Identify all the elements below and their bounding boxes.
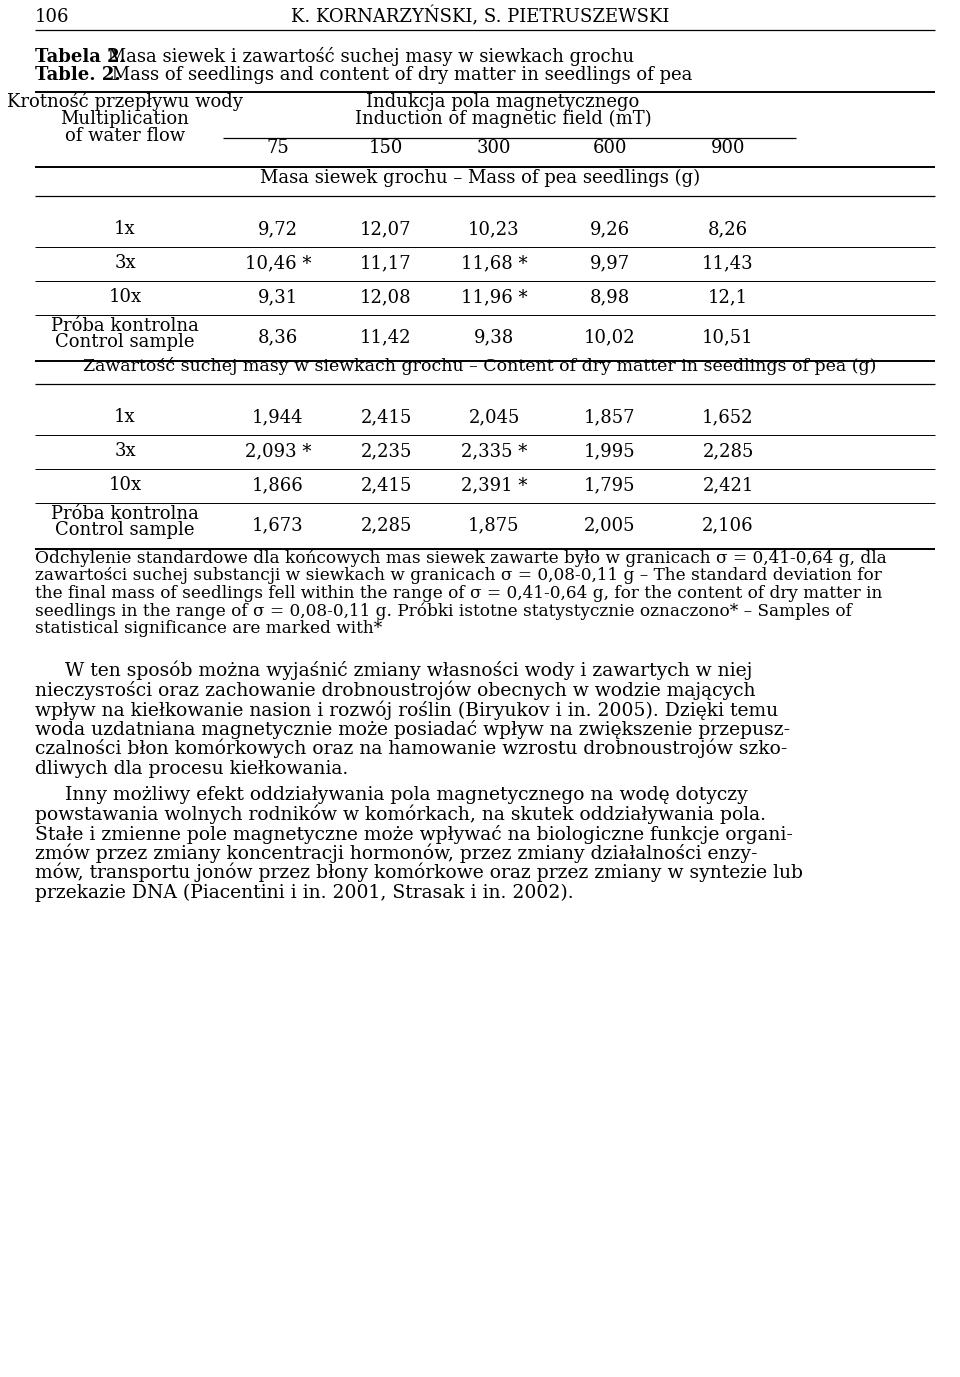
Text: 10,02: 10,02: [585, 328, 636, 346]
Text: the final mass of seedlings fell within the range of σ = 0,41-0,64 g, for the co: the final mass of seedlings fell within …: [35, 585, 882, 602]
Text: 3x: 3x: [114, 442, 135, 460]
Text: K. KORNARZYŃSKI, S. PIETRUSZEWSKI: K. KORNARZYŃSKI, S. PIETRUSZEWSKI: [291, 6, 669, 26]
Text: 12,07: 12,07: [360, 220, 412, 238]
Text: mów, transportu jonów przez błony komórkowe oraz przez zmiany w syntezie lub: mów, transportu jonów przez błony komórk…: [35, 863, 803, 883]
Text: Induction of magnetic field (mT): Induction of magnetic field (mT): [354, 110, 651, 128]
Text: 2,045: 2,045: [468, 408, 519, 425]
Text: 1,944: 1,944: [252, 408, 303, 425]
Text: Próba kontrolna: Próba kontrolna: [51, 505, 199, 523]
Text: Odchylenie standardowe dla końcowych mas siewek zawarte było w granicach σ = 0,4: Odchylenie standardowe dla końcowych mas…: [35, 549, 887, 567]
Text: woda uzdatniana magnetycznie może posiadać wpływ na zwiększenie przepusz-: woda uzdatniana magnetycznie może posiad…: [35, 720, 790, 739]
Text: 9,97: 9,97: [590, 253, 630, 273]
Text: 2,106: 2,106: [702, 516, 754, 534]
Text: 10,23: 10,23: [468, 220, 519, 238]
Text: Control sample: Control sample: [56, 521, 195, 538]
Text: 1x: 1x: [114, 220, 135, 238]
Text: 2,285: 2,285: [703, 442, 754, 460]
Text: 2,421: 2,421: [703, 476, 754, 494]
Text: 75: 75: [267, 139, 289, 157]
Text: powstawania wolnych rodników w komórkach, na skutek oddziaływania pola.: powstawania wolnych rodników w komórkach…: [35, 804, 766, 823]
Text: 11,96 *: 11,96 *: [461, 288, 527, 306]
Text: Masa siewek i zawartość suchej masy w siewkach grochu: Masa siewek i zawartość suchej masy w si…: [102, 47, 635, 66]
Text: 900: 900: [710, 139, 745, 157]
Text: 11,17: 11,17: [360, 253, 412, 273]
Text: 2,235: 2,235: [360, 442, 412, 460]
Text: 11,68 *: 11,68 *: [461, 253, 527, 273]
Text: zawartości suchej substancji w siewkach w granicach σ = 0,08-0,11 g – The standa: zawartości suchej substancji w siewkach …: [35, 567, 881, 584]
Text: 1,995: 1,995: [585, 442, 636, 460]
Text: Indukcja pola magnetycznego: Indukcja pola magnetycznego: [367, 94, 639, 112]
Text: 106: 106: [35, 8, 69, 26]
Text: 10,51: 10,51: [702, 328, 754, 346]
Text: 8,36: 8,36: [258, 328, 299, 346]
Text: statistical significance are marked with*: statistical significance are marked with…: [35, 620, 382, 638]
Text: przekazie DNA (Piacentini i in. 2001, Strasak i in. 2002).: przekazie DNA (Piacentini i in. 2001, St…: [35, 884, 574, 902]
Text: 9,31: 9,31: [258, 288, 299, 306]
Text: 1,866: 1,866: [252, 476, 304, 494]
Text: Próba kontrolna: Próba kontrolna: [51, 317, 199, 335]
Text: 2,285: 2,285: [360, 516, 412, 534]
Text: 8,26: 8,26: [708, 220, 748, 238]
Text: 150: 150: [369, 139, 403, 157]
Text: 3x: 3x: [114, 253, 135, 273]
Text: Multiplication: Multiplication: [60, 110, 189, 128]
Text: 2,005: 2,005: [585, 516, 636, 534]
Text: 600: 600: [592, 139, 627, 157]
Text: Control sample: Control sample: [56, 333, 195, 351]
Text: 8,98: 8,98: [589, 288, 630, 306]
Text: 1,795: 1,795: [585, 476, 636, 494]
Text: 9,72: 9,72: [258, 220, 298, 238]
Text: Stałe i zmienne pole magnetyczne może wpływać na biologiczne funkcje organi-: Stałe i zmienne pole magnetyczne może wp…: [35, 825, 793, 844]
Text: 12,08: 12,08: [360, 288, 412, 306]
Text: Krotność przepływu wody: Krotność przepływu wody: [7, 92, 243, 112]
Text: 2,415: 2,415: [360, 476, 412, 494]
Text: of water flow: of water flow: [65, 127, 185, 145]
Text: 1x: 1x: [114, 408, 135, 425]
Text: W ten sposób można wyjaśnić zmiany własności wody i zawartych w niej: W ten sposób można wyjaśnić zmiany własn…: [35, 661, 753, 680]
Text: 9,38: 9,38: [474, 328, 515, 346]
Text: 12,1: 12,1: [708, 288, 748, 306]
Text: 10x: 10x: [108, 476, 141, 494]
Text: Masa siewek grochu – Mass of pea seedlings (g): Masa siewek grochu – Mass of pea seedlin…: [260, 169, 700, 187]
Text: Inny możliwy efekt oddziaływania pola magnetycznego na wodę dotyczy: Inny możliwy efekt oddziaływania pola ma…: [35, 786, 748, 804]
Text: 300: 300: [477, 139, 512, 157]
Text: 9,26: 9,26: [590, 220, 630, 238]
Text: wpływ na kiełkowanie nasion i rozwój roślin (Biryukov i in. 2005). Dzięki temu: wpływ na kiełkowanie nasion i rozwój roś…: [35, 700, 779, 720]
Text: nieczysтоści oraz zachowanie drobnoustrojów obecnych w wodzie mających: nieczysтоści oraz zachowanie drobnoustro…: [35, 680, 756, 700]
Text: 10x: 10x: [108, 288, 141, 306]
Text: Tabela 2.: Tabela 2.: [35, 48, 126, 66]
Text: 10,46 *: 10,46 *: [245, 253, 311, 273]
Text: zmów przez zmiany koncentracji hormonów, przez zmiany działalności enzy-: zmów przez zmiany koncentracji hormonów,…: [35, 844, 757, 863]
Text: 11,43: 11,43: [702, 253, 754, 273]
Text: Mass of seedlings and content of dry matter in seedlings of pea: Mass of seedlings and content of dry mat…: [106, 66, 692, 84]
Text: 1,652: 1,652: [703, 408, 754, 425]
Text: 1,857: 1,857: [585, 408, 636, 425]
Text: seedlings in the range of σ = 0,08-0,11 g. Próbki istotne statystycznie oznaczon: seedlings in the range of σ = 0,08-0,11 …: [35, 602, 852, 620]
Text: 1,673: 1,673: [252, 516, 303, 534]
Text: 2,093 *: 2,093 *: [245, 442, 311, 460]
Text: 1,875: 1,875: [468, 516, 519, 534]
Text: 2,391 *: 2,391 *: [461, 476, 527, 494]
Text: 2,415: 2,415: [360, 408, 412, 425]
Text: dliwych dla procesu kiełkowania.: dliwych dla procesu kiełkowania.: [35, 760, 348, 778]
Text: czalności błon komórkowych oraz na hamowanie wzrostu drobnoustrojów szko-: czalności błon komórkowych oraz na hamow…: [35, 739, 787, 759]
Text: Table. 2.: Table. 2.: [35, 66, 121, 84]
Text: 11,42: 11,42: [360, 328, 412, 346]
Text: Zawartość suchej masy w siewkach grochu – Content of dry matter in seedlings of : Zawartość suchej masy w siewkach grochu …: [84, 357, 876, 375]
Text: 2,335 *: 2,335 *: [461, 442, 527, 460]
